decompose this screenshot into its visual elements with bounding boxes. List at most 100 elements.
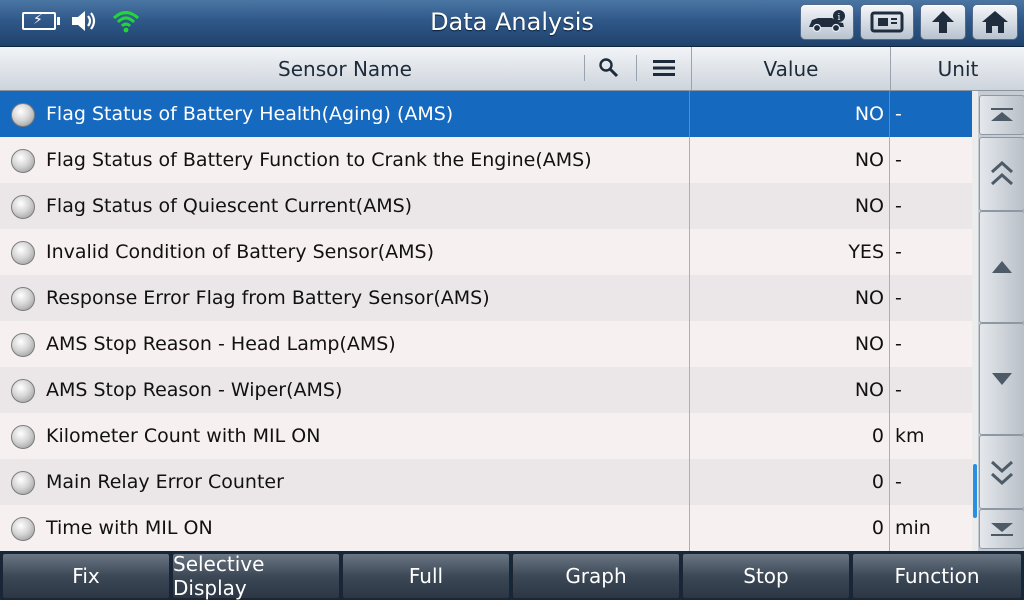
sensor-name: Response Error Flag from Battery Sensor(…	[46, 287, 490, 309]
table-row[interactable]: AMS Stop Reason - Head Lamp(AMS) NO -	[0, 321, 972, 368]
search-button[interactable]	[589, 53, 629, 83]
stop-button[interactable]: Stop	[682, 553, 850, 599]
unit-header: Unit	[890, 47, 1024, 90]
row-radio-icon[interactable]	[11, 103, 35, 127]
menu-button[interactable]	[644, 53, 684, 83]
scroll-bottom-icon	[991, 523, 1013, 536]
sensor-unit: -	[895, 103, 902, 125]
table-row[interactable]: AMS Stop Reason - Wiper(AMS) NO -	[0, 367, 972, 414]
line-up-button[interactable]	[979, 211, 1024, 323]
sensor-name-header-label: Sensor Name	[278, 57, 412, 81]
print-screen-button[interactable]	[860, 4, 914, 40]
scrollbar-thumb[interactable]	[973, 464, 977, 518]
line-up-icon	[992, 261, 1012, 273]
vehicle-info-icon: i	[809, 10, 845, 33]
battery-charging-icon: ⚡	[22, 12, 60, 30]
home-button[interactable]	[972, 4, 1018, 40]
sensor-unit: -	[895, 241, 902, 263]
sensor-name: Time with MIL ON	[46, 517, 213, 539]
sensor-name-header[interactable]: Sensor Name	[0, 47, 690, 90]
sensor-unit: -	[895, 333, 902, 355]
sensor-unit: km	[895, 425, 925, 447]
sensor-value: NO	[854, 379, 884, 401]
table-row[interactable]: Flag Status of Quiescent Current(AMS) NO…	[0, 183, 972, 230]
sensor-value: NO	[854, 333, 884, 355]
title-bar: ⚡ Data Analysis i	[0, 0, 1024, 47]
scrollbar-track[interactable]	[972, 91, 978, 551]
full-button[interactable]: Full	[342, 553, 510, 599]
svg-text:i: i	[838, 13, 841, 23]
fix-button[interactable]: Fix	[2, 553, 170, 599]
sensor-name: Invalid Condition of Battery Sensor(AMS)	[46, 241, 435, 263]
sensor-value: YES	[848, 241, 884, 263]
row-radio-icon[interactable]	[11, 333, 35, 357]
line-down-icon	[992, 373, 1012, 385]
sensor-value: NO	[854, 195, 884, 217]
line-down-button[interactable]	[979, 323, 1024, 435]
sensor-name: Flag Status of Quiescent Current(AMS)	[46, 195, 413, 217]
menu-icon	[653, 60, 675, 76]
selective-display-button[interactable]: Selective Display	[172, 552, 340, 600]
sensor-value: NO	[854, 149, 884, 171]
sensor-value: 0	[871, 425, 884, 447]
bottom-toolbar: Fix Selective Display Full Graph Stop Fu…	[0, 551, 1024, 600]
row-radio-icon[interactable]	[11, 471, 35, 495]
up-arrow-icon	[932, 11, 954, 33]
row-radio-icon[interactable]	[11, 241, 35, 265]
row-radio-icon[interactable]	[11, 149, 35, 173]
sensor-unit: -	[895, 379, 902, 401]
sensor-unit: -	[895, 287, 902, 309]
table-row[interactable]: Kilometer Count with MIL ON 0 km	[0, 413, 972, 460]
page-up-icon	[990, 160, 1014, 186]
header-divider	[584, 55, 585, 81]
table-row[interactable]: Invalid Condition of Battery Sensor(AMS)…	[0, 229, 972, 276]
function-button[interactable]: Function	[852, 553, 1022, 599]
table-row[interactable]: Flag Status of Battery Function to Crank…	[0, 137, 972, 184]
sensor-name: AMS Stop Reason - Wiper(AMS)	[46, 379, 343, 401]
row-radio-icon[interactable]	[11, 195, 35, 219]
page-down-button[interactable]	[979, 435, 1024, 509]
table-row[interactable]: Response Error Flag from Battery Sensor(…	[0, 275, 972, 322]
table-header: Sensor Name Value Unit	[0, 47, 1024, 91]
sensor-name: Flag Status of Battery Function to Crank…	[46, 149, 592, 171]
sensor-name: Main Relay Error Counter	[46, 471, 284, 493]
page-down-icon	[990, 460, 1014, 486]
graph-button[interactable]: Graph	[512, 553, 680, 599]
header-divider	[636, 55, 637, 81]
table-row[interactable]: Time with MIL ON 0 min	[0, 505, 972, 552]
table-row[interactable]: Flag Status of Battery Health(Aging) (AM…	[0, 91, 972, 138]
row-radio-icon[interactable]	[11, 517, 35, 541]
vehicle-info-button[interactable]: i	[800, 4, 854, 40]
sensor-value: 0	[871, 471, 884, 493]
value-header: Value	[691, 47, 890, 90]
sensor-table: Flag Status of Battery Health(Aging) (AM…	[0, 91, 972, 552]
scroll-top-button[interactable]	[979, 95, 1024, 135]
sensor-name: Kilometer Count with MIL ON	[46, 425, 321, 447]
page-title: Data Analysis	[430, 8, 594, 36]
table-row[interactable]: Main Relay Error Counter 0 -	[0, 459, 972, 506]
sensor-unit: -	[895, 471, 902, 493]
page-up-button[interactable]	[979, 137, 1024, 211]
sensor-name: Flag Status of Battery Health(Aging) (AM…	[46, 103, 454, 125]
status-icons: ⚡	[22, 6, 140, 36]
sensor-value: NO	[854, 103, 884, 125]
sensor-name: AMS Stop Reason - Head Lamp(AMS)	[46, 333, 396, 355]
back-button[interactable]	[920, 4, 966, 40]
wifi-icon	[112, 11, 140, 33]
sensor-unit: -	[895, 195, 902, 217]
scroll-bottom-button[interactable]	[979, 509, 1024, 549]
print-screen-icon	[870, 11, 904, 33]
sensor-value: NO	[854, 287, 884, 309]
sensor-unit: -	[895, 149, 902, 171]
sensor-unit: min	[895, 517, 931, 539]
speaker-icon	[72, 11, 96, 31]
row-radio-icon[interactable]	[11, 379, 35, 403]
row-radio-icon[interactable]	[11, 425, 35, 449]
scroll-navigation	[978, 91, 1024, 551]
scroll-top-icon	[991, 108, 1013, 121]
sensor-value: 0	[871, 517, 884, 539]
home-icon	[982, 11, 1008, 33]
search-icon	[599, 58, 619, 78]
row-radio-icon[interactable]	[11, 287, 35, 311]
